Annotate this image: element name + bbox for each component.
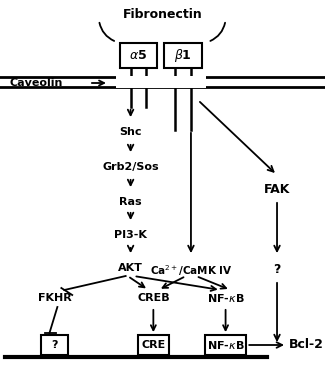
- Text: $\alpha$5: $\alpha$5: [130, 48, 148, 61]
- Text: ?: ?: [51, 340, 58, 350]
- Bar: [116, 76, 206, 88]
- Text: Ras: Ras: [119, 197, 142, 207]
- Text: FAK: FAK: [264, 183, 290, 196]
- Text: Fibronectin: Fibronectin: [122, 8, 202, 21]
- Text: FKHR: FKHR: [37, 293, 71, 303]
- Bar: [41, 335, 68, 355]
- Text: Grb2/Sos: Grb2/Sos: [102, 162, 159, 172]
- Text: NF-$\kappa$B: NF-$\kappa$B: [207, 339, 244, 351]
- Text: CREB: CREB: [137, 293, 170, 303]
- Text: PI3-K: PI3-K: [114, 230, 147, 240]
- Text: $\beta$1: $\beta$1: [174, 46, 192, 64]
- Text: CRE: CRE: [141, 340, 166, 350]
- Bar: [137, 335, 169, 355]
- Text: NF-$\kappa$B: NF-$\kappa$B: [207, 292, 244, 304]
- Text: ?: ?: [273, 263, 281, 276]
- Text: Caveolin: Caveolin: [10, 78, 63, 88]
- Text: Shc: Shc: [119, 127, 142, 137]
- Bar: [164, 42, 202, 67]
- Bar: [120, 42, 157, 67]
- Bar: [205, 335, 246, 355]
- Bar: [118, 77, 204, 87]
- Text: Ca$^{2+}$/CaMK IV: Ca$^{2+}$/CaMK IV: [150, 263, 232, 278]
- Text: AKT: AKT: [118, 263, 143, 273]
- Text: Bcl-2: Bcl-2: [289, 339, 324, 352]
